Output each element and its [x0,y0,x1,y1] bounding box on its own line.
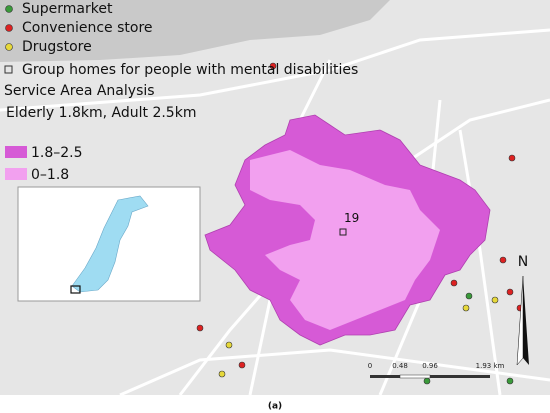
north-label: N [518,254,528,270]
legend-title: Service Area Analysis [4,83,155,99]
legend-class: 1.8–2.5 [31,145,83,161]
scale-label: 1.93 km [476,362,505,370]
north-arrow: N [516,254,529,366]
site-label: 19 [344,211,359,225]
group-home-marker [339,228,347,236]
scale-label: 0.48 [392,362,408,370]
legend-item: Convenience store [22,20,153,36]
scale-label: 0 [368,362,372,370]
legend-subtitle: Elderly 1.8km, Adult 2.5km [6,105,196,121]
drugstore-markers [218,296,499,378]
scale-label: 0.96 [422,362,438,370]
legend: Supermarket Convenience store Drugstore … [4,1,358,183]
inset-map [17,186,201,302]
supermarket-markers [423,292,514,385]
caption: (a) [268,402,282,412]
water [0,0,390,62]
legend-item: Drugstore [22,39,92,55]
scale-bar: 0 0.48 0.96 1.93 km [368,362,505,379]
legend-item: Group homes for people with mental disab… [22,62,358,78]
legend-item: Supermarket [22,1,113,17]
legend-class: 0–1.8 [31,167,69,183]
service-area-inner [250,150,440,330]
